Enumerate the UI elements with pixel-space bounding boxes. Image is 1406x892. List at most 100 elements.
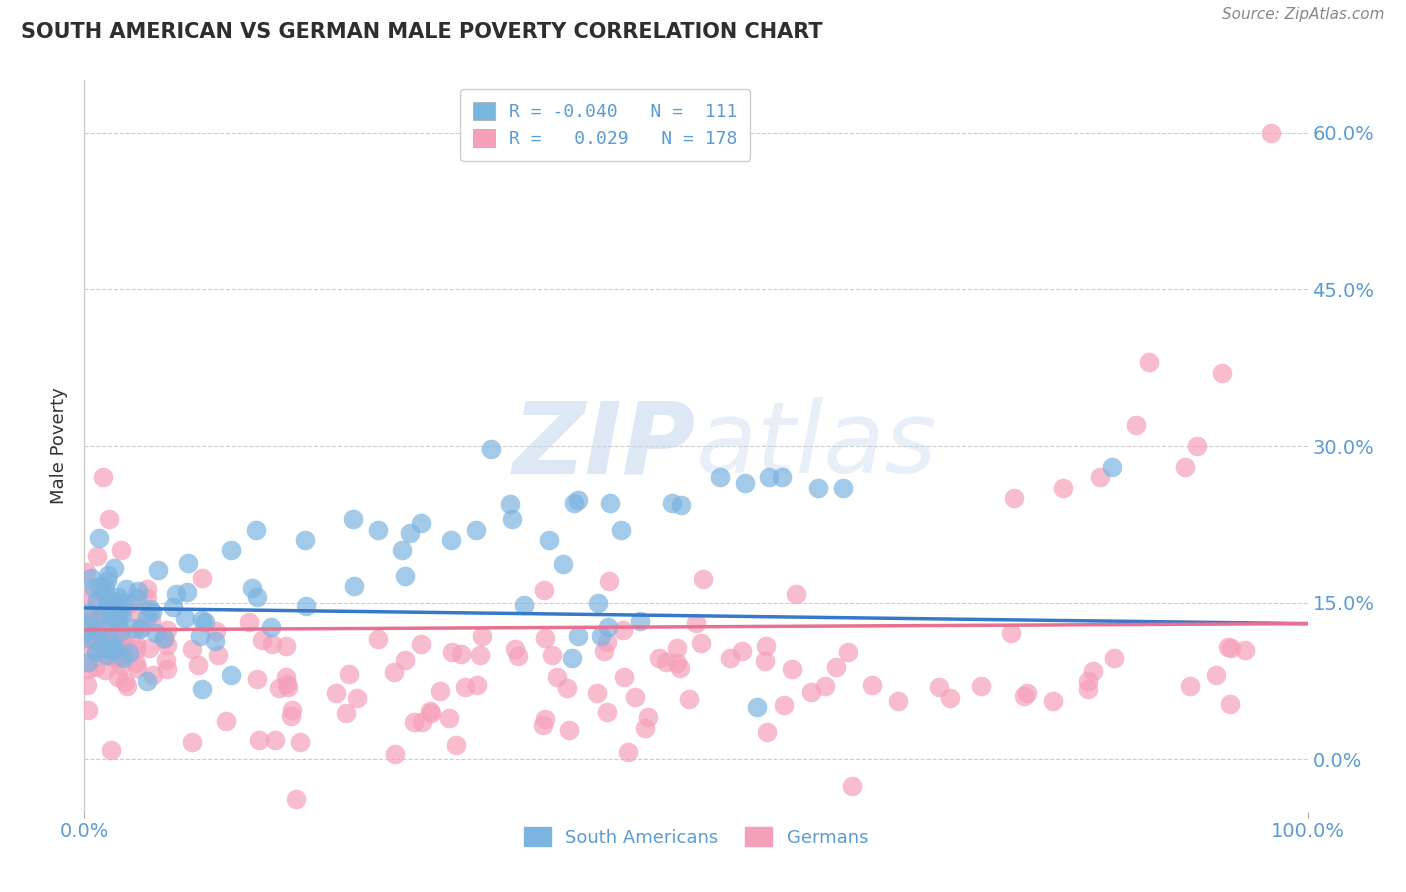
Point <box>785 587 807 601</box>
Point <box>538 533 561 547</box>
Point <box>325 685 347 699</box>
Point <box>165 587 187 601</box>
Point <box>269 681 291 695</box>
Point <box>450 647 472 661</box>
Point <box>246 672 269 686</box>
Point <box>513 599 536 613</box>
Point <box>100 609 122 624</box>
Point <box>969 679 991 693</box>
Point <box>80 631 103 645</box>
Point <box>939 691 962 706</box>
Point <box>125 591 148 605</box>
Point <box>188 629 211 643</box>
Point <box>153 632 176 646</box>
Point <box>86 549 108 563</box>
Point <box>561 651 583 665</box>
Point <box>83 630 105 644</box>
Point <box>148 563 170 577</box>
Point <box>107 591 129 605</box>
Point <box>110 624 132 638</box>
Point <box>335 706 357 720</box>
Point <box>136 609 159 624</box>
Point <box>1012 690 1035 704</box>
Point <box>439 711 461 725</box>
Point <box>125 660 148 674</box>
Point <box>100 642 122 657</box>
Point <box>103 561 125 575</box>
Point <box>453 681 475 695</box>
Point <box>1216 640 1239 654</box>
Point <box>87 531 110 545</box>
Point <box>94 588 117 602</box>
Point <box>125 642 148 657</box>
Point <box>533 583 555 598</box>
Point <box>1205 668 1227 682</box>
Point <box>596 634 619 648</box>
Point <box>118 596 141 610</box>
Point <box>685 616 707 631</box>
Point <box>666 640 689 655</box>
Point <box>77 662 100 676</box>
Point <box>541 648 564 663</box>
Point <box>465 678 488 692</box>
Point <box>860 678 883 692</box>
Point <box>446 738 468 752</box>
Point <box>79 631 101 645</box>
Point <box>87 636 110 650</box>
Point <box>404 714 426 729</box>
Point <box>107 621 129 635</box>
Point <box>176 584 198 599</box>
Point <box>250 632 273 647</box>
Point <box>391 543 413 558</box>
Point <box>562 496 585 510</box>
Point <box>245 591 267 605</box>
Point <box>87 611 110 625</box>
Point <box>754 654 776 668</box>
Point <box>76 589 98 603</box>
Point <box>464 523 486 537</box>
Point <box>546 670 568 684</box>
Point <box>107 640 129 655</box>
Point <box>567 493 589 508</box>
Point <box>1052 481 1074 495</box>
Point <box>76 618 98 632</box>
Point <box>593 643 616 657</box>
Point <box>887 694 910 708</box>
Point <box>669 498 692 512</box>
Point <box>77 606 100 620</box>
Text: atlas: atlas <box>696 398 938 494</box>
Point <box>814 679 837 693</box>
Point <box>79 619 101 633</box>
Point <box>94 580 117 594</box>
Point <box>83 581 105 595</box>
Point <box>111 607 134 622</box>
Point <box>598 574 620 588</box>
Point <box>96 574 118 588</box>
Point <box>346 690 368 705</box>
Point <box>1077 673 1099 688</box>
Point <box>394 569 416 583</box>
Point <box>191 613 214 627</box>
Point <box>101 650 124 665</box>
Point <box>531 718 554 732</box>
Point <box>86 642 108 657</box>
Point <box>135 582 157 596</box>
Point <box>111 634 134 648</box>
Point <box>105 595 128 609</box>
Point <box>690 636 713 650</box>
Point <box>384 747 406 761</box>
Point <box>533 712 555 726</box>
Point <box>129 620 152 634</box>
Point <box>180 642 202 657</box>
Point <box>634 722 657 736</box>
Point <box>194 615 217 629</box>
Text: Source: ZipAtlas.com: Source: ZipAtlas.com <box>1222 7 1385 22</box>
Point <box>181 734 204 748</box>
Point <box>337 667 360 681</box>
Point <box>1015 686 1038 700</box>
Point <box>240 581 263 595</box>
Point <box>96 631 118 645</box>
Point <box>1042 693 1064 707</box>
Point <box>411 636 433 650</box>
Point <box>586 596 609 610</box>
